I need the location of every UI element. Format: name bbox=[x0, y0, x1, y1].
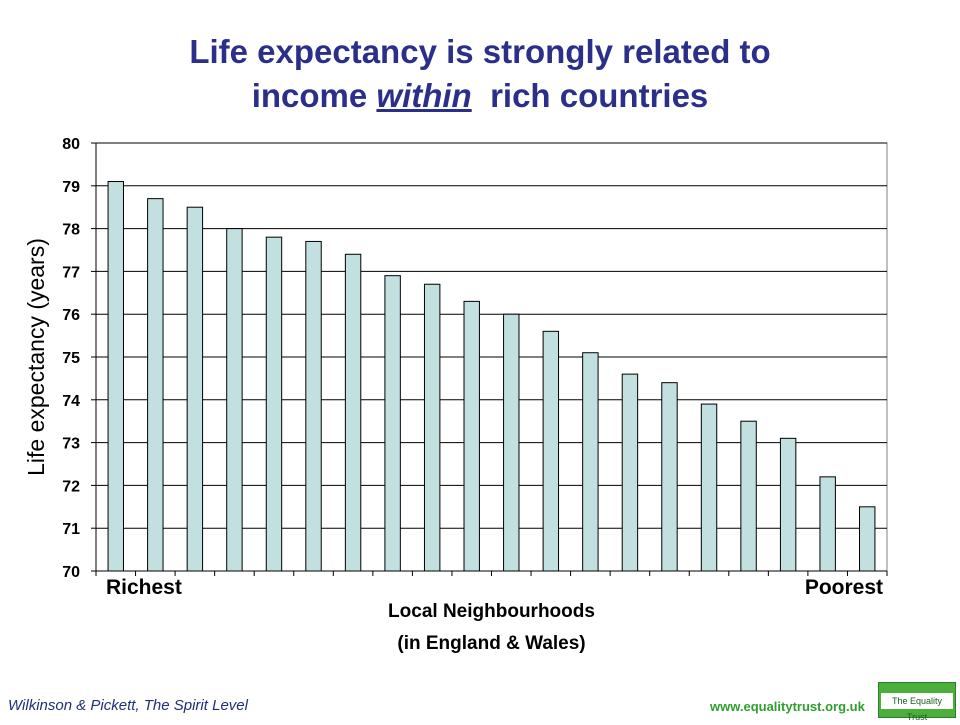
bar bbox=[700, 403, 718, 572]
y-tick-label: 78 bbox=[62, 222, 80, 239]
bar bbox=[147, 198, 164, 572]
logo-text: The Equality Trust bbox=[881, 693, 953, 722]
y-tick-label: 80 bbox=[62, 136, 80, 153]
title-line-2-post: rich countries bbox=[490, 77, 709, 114]
y-axis-title: Life expectancy (years) bbox=[23, 238, 49, 476]
y-tick-label: 77 bbox=[62, 264, 80, 281]
website-link[interactable]: www.equalitytrust.org.uk bbox=[710, 699, 865, 714]
y-tick-label: 76 bbox=[62, 307, 80, 324]
bar bbox=[542, 330, 560, 572]
bar bbox=[107, 181, 124, 572]
equality-trust-logo: The Equality Trust bbox=[878, 682, 956, 722]
bar bbox=[265, 236, 283, 572]
slide-title: Life expectancy is strongly related to i… bbox=[0, 30, 960, 118]
bar bbox=[859, 506, 876, 572]
bar bbox=[463, 300, 480, 572]
title-emphasis-word: within bbox=[376, 77, 472, 114]
x-label-richest: Richest bbox=[106, 576, 182, 599]
bar bbox=[344, 253, 362, 572]
bar bbox=[384, 275, 401, 572]
bar bbox=[779, 437, 797, 572]
y-tick-label: 71 bbox=[62, 521, 80, 538]
x-axis-title-line-2: (in England & Wales) bbox=[397, 633, 585, 654]
y-tick-label: 74 bbox=[62, 393, 80, 410]
x-label-poorest: Poorest bbox=[805, 576, 883, 599]
y-tick-label: 75 bbox=[62, 350, 80, 367]
y-tick-label: 70 bbox=[62, 564, 80, 581]
bar bbox=[305, 240, 322, 572]
title-line-2-pre: income bbox=[251, 77, 368, 114]
bar bbox=[503, 313, 520, 572]
bar bbox=[582, 352, 599, 572]
bar bbox=[226, 228, 243, 572]
x-axis-title-line-1: Local Neighbourhoods bbox=[388, 601, 595, 622]
title-line-1: Life expectancy is strongly related to bbox=[189, 33, 771, 70]
bar bbox=[423, 283, 441, 572]
bar bbox=[661, 382, 678, 572]
title-line-2: income within rich countries bbox=[0, 74, 960, 118]
bar bbox=[819, 476, 836, 572]
y-tick-label: 72 bbox=[62, 478, 80, 495]
y-tick-label: 73 bbox=[62, 436, 80, 453]
bar bbox=[740, 420, 757, 572]
y-tick-label: 79 bbox=[62, 179, 80, 196]
source-citation: Wilkinson & Pickett, The Spirit Level bbox=[8, 697, 248, 714]
bar bbox=[186, 206, 204, 572]
bar bbox=[621, 373, 639, 572]
